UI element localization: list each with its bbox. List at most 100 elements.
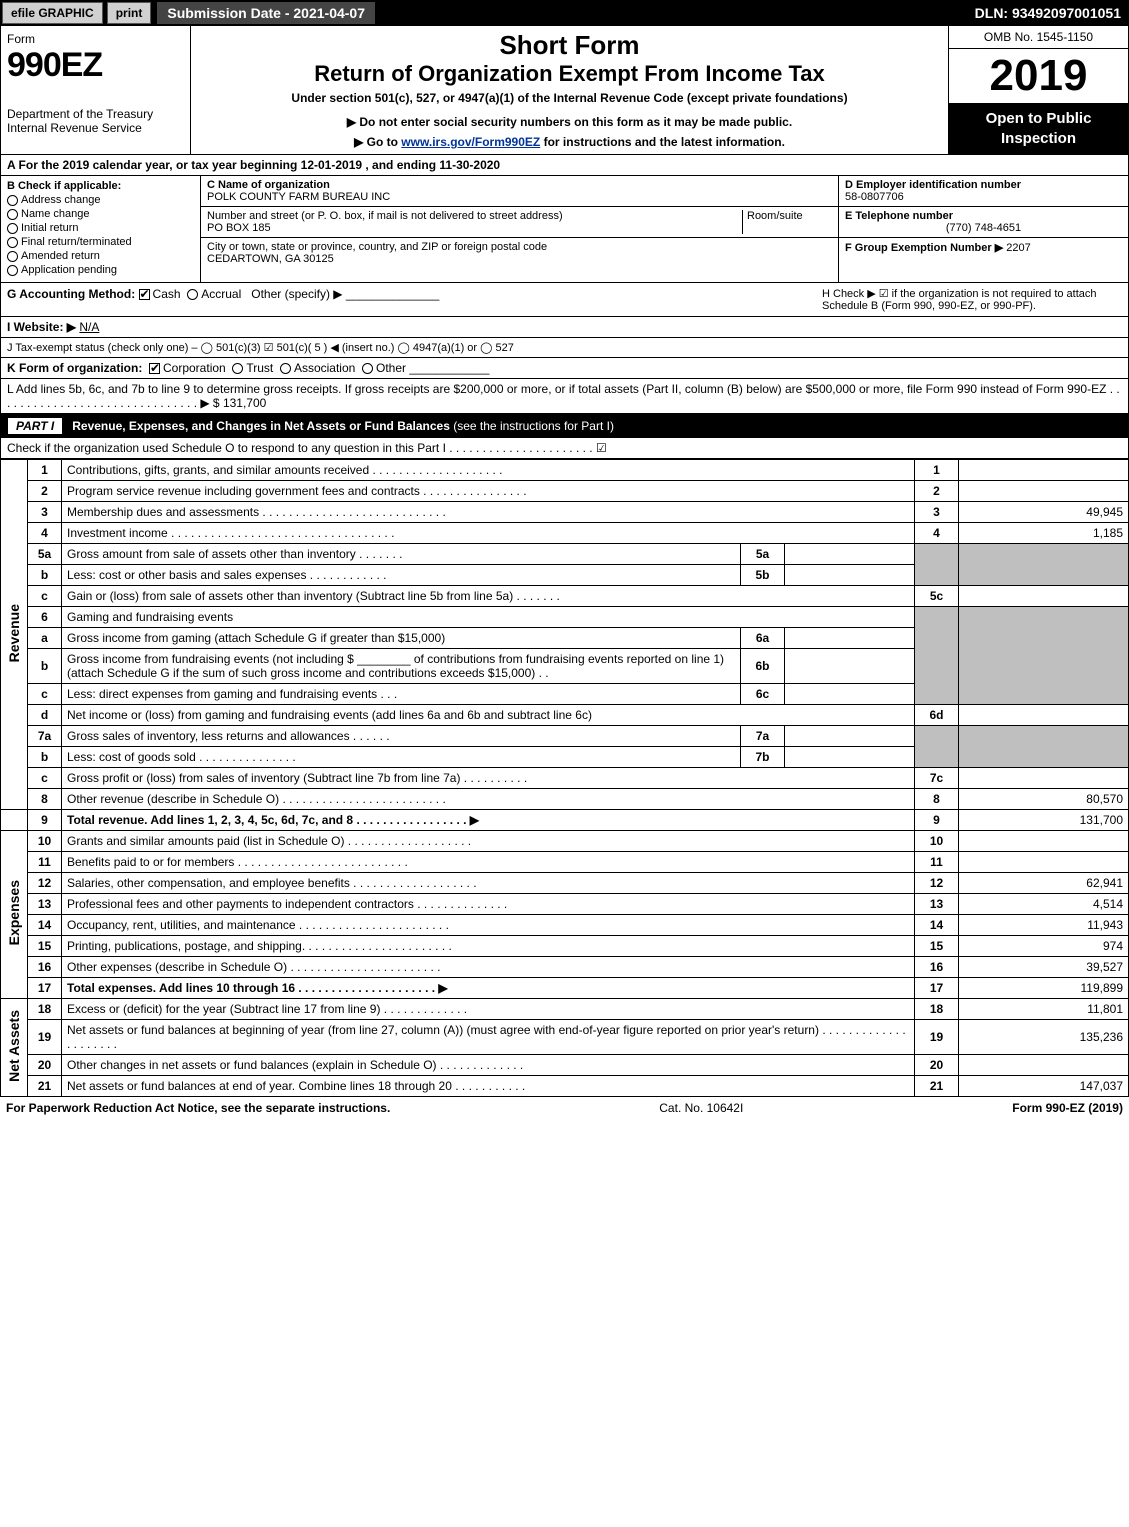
part-i-header: Part I Revenue, Expenses, and Changes in… [0,414,1129,438]
chk-association[interactable] [280,363,291,374]
part-i-check-note: Check if the organization used Schedule … [0,438,1129,459]
phone-value: (770) 748-4651 [845,222,1122,234]
street-row: Number and street (or P. O. box, if mail… [201,207,838,238]
chk-initial-return[interactable]: Initial return [7,222,194,234]
line-13-rnum: 13 [915,894,959,915]
line-7a-num: 7a [28,726,62,747]
line-15-desc: Printing, publications, postage, and shi… [62,936,915,957]
line-2-rnum: 2 [915,481,959,502]
line-9-value: 131,700 [959,810,1129,831]
line-1-rnum: 1 [915,460,959,481]
chk-address-change[interactable]: Address change [7,194,194,206]
line-7a-desc: Gross sales of inventory, less returns a… [62,726,741,747]
part-i-badge: Part I [8,418,62,434]
line-6b-subnum: 6b [741,649,785,684]
goto-pre: ▶ Go to [354,135,401,149]
line-3-value: 49,945 [959,502,1129,523]
expenses-section-label: Expenses [1,831,28,999]
line-5b-subval [785,565,915,586]
chk-other-org[interactable] [362,363,373,374]
line-5a-subnum: 5a [741,544,785,565]
dln-value: 93492097001051 [1012,5,1121,21]
line-6a-subnum: 6a [741,628,785,649]
line-10-desc: Grants and similar amounts paid (list in… [62,831,915,852]
print-button[interactable]: print [107,2,152,24]
chk-trust[interactable] [232,363,243,374]
box-c: C Name of organization POLK COUNTY FARM … [201,176,838,282]
row-k: K Form of organization: Corporation Trus… [0,358,1129,379]
line-21-rnum: 21 [915,1076,959,1097]
grey-val-5 [959,544,1129,586]
line-6d-num: d [28,705,62,726]
chk-name-change[interactable]: Name change [7,208,194,220]
box-def: D Employer identification number 58-0807… [838,176,1128,282]
line-11-rnum: 11 [915,852,959,873]
irs-link[interactable]: www.irs.gov/Form990EZ [401,135,540,149]
accounting-method-label: G Accounting Method: [7,287,135,301]
chk-amended-return[interactable]: Amended return [7,250,194,262]
tax-year: 2019 [949,49,1128,103]
page-footer: For Paperwork Reduction Act Notice, see … [0,1097,1129,1119]
efile-graphic-button[interactable]: efile GRAPHIC [2,2,103,24]
chk-corporation[interactable] [149,363,160,374]
header-middle: Short Form Return of Organization Exempt… [191,26,948,154]
open-to-public: Open to Public Inspection [949,103,1128,154]
tax-period-row: A For the 2019 calendar year, or tax yea… [0,155,1129,176]
line-14-desc: Occupancy, rent, utilities, and maintena… [62,915,915,936]
line-16-num: 16 [28,957,62,978]
form-label: Form [7,32,184,46]
identity-block: B Check if applicable: Address change Na… [0,176,1129,283]
line-20-num: 20 [28,1055,62,1076]
line-7b-subval [785,747,915,768]
line-1-value [959,460,1129,481]
chk-application-pending[interactable]: Application pending [7,264,194,276]
line-9-desc: Total revenue. Add lines 1, 2, 3, 4, 5c,… [62,810,915,831]
line-8-rnum: 8 [915,789,959,810]
row-g: G Accounting Method: Cash Accrual Other … [7,287,439,312]
line-6d-desc: Net income or (loss) from gaming and fun… [62,705,915,726]
line-5a-subval [785,544,915,565]
chk-accrual[interactable] [187,289,198,300]
line-17-value: 119,899 [959,978,1129,999]
goto-post: for instructions and the latest informat… [540,135,785,149]
line-7c-num: c [28,768,62,789]
grey-cell-5 [915,544,959,586]
line-6a-desc: Gross income from gaming (attach Schedul… [62,628,741,649]
line-14-rnum: 14 [915,915,959,936]
ssn-warning: ▶ Do not enter social security numbers o… [199,115,940,129]
line-21-desc: Net assets or fund balances at end of ye… [62,1076,915,1097]
line-17-desc: Total expenses. Add lines 10 through 16 … [62,978,915,999]
line-6b-desc: Gross income from fundraising events (no… [62,649,741,684]
box-e: E Telephone number (770) 748-4651 [839,207,1128,238]
line-20-desc: Other changes in net assets or fund bala… [62,1055,915,1076]
chk-cash[interactable] [139,289,150,300]
street-label: Number and street (or P. O. box, if mail… [207,210,563,222]
line-3-rnum: 3 [915,502,959,523]
line-7b-desc: Less: cost of goods sold . . . . . . . .… [62,747,741,768]
part-i-table: Revenue 1 Contributions, gifts, grants, … [0,459,1129,1097]
line-5c-desc: Gain or (loss) from sale of assets other… [62,586,915,607]
line-1-num: 1 [28,460,62,481]
line-18-rnum: 18 [915,999,959,1020]
line-9-num: 9 [28,810,62,831]
goto-instructions: ▶ Go to www.irs.gov/Form990EZ for instru… [199,135,940,149]
row-g-h: G Accounting Method: Cash Accrual Other … [0,283,1129,317]
line-2-desc: Program service revenue including govern… [62,481,915,502]
line-9-rnum: 9 [915,810,959,831]
chk-final-return[interactable]: Final return/terminated [7,236,194,248]
line-16-desc: Other expenses (describe in Schedule O) … [62,957,915,978]
line-16-value: 39,527 [959,957,1129,978]
line-20-rnum: 20 [915,1055,959,1076]
row-j: J Tax-exempt status (check only one) – ◯… [0,338,1129,358]
line-21-value: 147,037 [959,1076,1129,1097]
line-12-value: 62,941 [959,873,1129,894]
city-label: City or town, state or province, country… [207,241,547,253]
line-7a-subval [785,726,915,747]
line-10-value [959,831,1129,852]
revenue-section-label: Revenue [1,460,28,810]
form-footer-label: Form 990-EZ (2019) [1012,1101,1123,1115]
line-6a-subval [785,628,915,649]
dept-label: Department of the Treasury Internal Reve… [7,107,184,135]
line-10-rnum: 10 [915,831,959,852]
header-right: OMB No. 1545-1150 2019 Open to Public In… [948,26,1128,154]
